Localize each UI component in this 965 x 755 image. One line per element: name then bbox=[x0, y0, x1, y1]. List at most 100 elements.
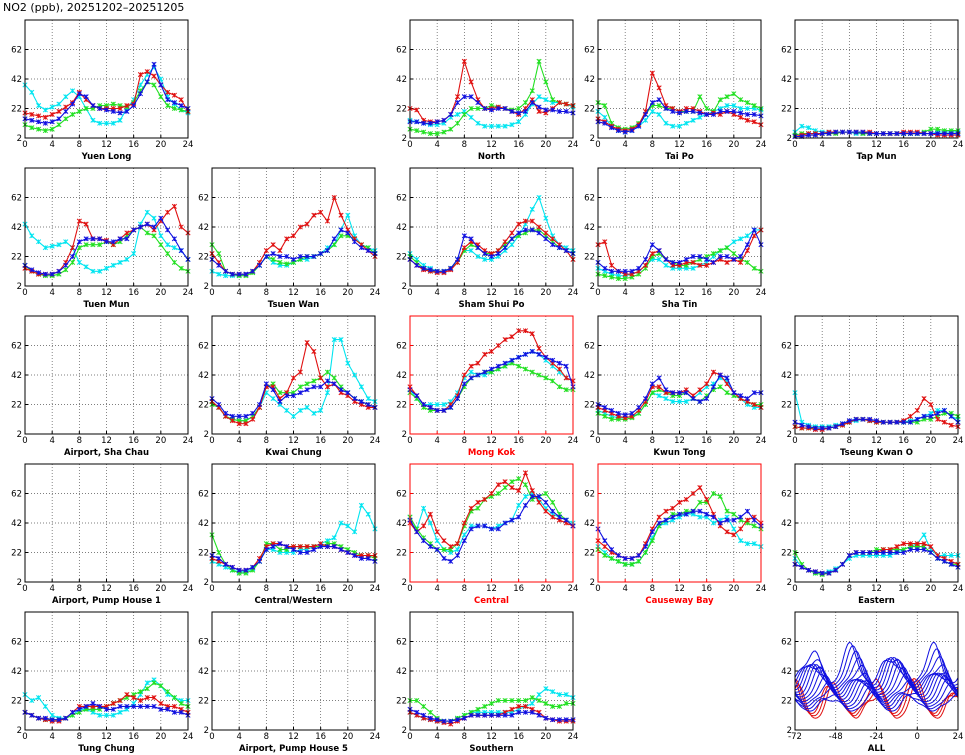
data-point-blue bbox=[131, 102, 137, 109]
data-point-green bbox=[642, 549, 649, 556]
x-tick-label: 4 bbox=[49, 288, 54, 298]
data-point-green bbox=[83, 242, 89, 248]
x-tick-label: 12 bbox=[288, 584, 299, 594]
data-point-cyan bbox=[352, 529, 358, 535]
data-point-cyan bbox=[502, 123, 508, 129]
data-point-cyan bbox=[751, 541, 757, 547]
data-point-cyan bbox=[806, 125, 812, 131]
x-tick-label: 4 bbox=[622, 288, 627, 298]
data-point-blue bbox=[649, 529, 655, 535]
panel-title: Eastern bbox=[858, 596, 895, 606]
data-point-cyan bbox=[290, 413, 297, 419]
data-point-cyan bbox=[97, 120, 103, 126]
data-point-blue bbox=[914, 131, 920, 137]
data-point-cyan bbox=[434, 401, 440, 408]
data-point-green bbox=[516, 105, 522, 112]
data-point-red bbox=[663, 508, 669, 514]
data-point-blue bbox=[751, 227, 757, 233]
x-tick-label: 20 bbox=[155, 584, 166, 594]
data-point-blue bbox=[536, 230, 542, 236]
data-point-blue bbox=[670, 259, 676, 265]
data-point-red bbox=[697, 485, 703, 491]
data-point-blue bbox=[529, 227, 535, 233]
data-point-green bbox=[522, 100, 529, 106]
data-point-blue bbox=[839, 421, 846, 427]
data-point-blue bbox=[124, 703, 130, 709]
x-tick-label: 20 bbox=[540, 732, 551, 742]
data-point-blue bbox=[509, 357, 515, 363]
data-point-cyan bbox=[488, 123, 495, 129]
data-point-blue bbox=[414, 262, 420, 268]
x-tick-label: 20 bbox=[155, 732, 166, 742]
data-point-blue bbox=[602, 120, 608, 126]
x-tick-label: 20 bbox=[540, 436, 551, 446]
y-tick-label: 42 bbox=[198, 371, 209, 381]
x-tick-label: 12 bbox=[871, 140, 882, 150]
data-point-red bbox=[427, 511, 433, 517]
data-point-blue bbox=[744, 111, 750, 117]
data-point-red bbox=[907, 413, 914, 419]
x-tick-label: 24 bbox=[953, 140, 964, 150]
data-point-blue bbox=[880, 131, 886, 137]
y-tick-label: 62 bbox=[11, 342, 22, 352]
data-point-cyan bbox=[131, 250, 137, 257]
x-tick-label: 16 bbox=[128, 140, 139, 150]
data-point-cyan bbox=[744, 541, 750, 547]
data-point-red bbox=[928, 544, 934, 550]
data-point-cyan bbox=[29, 89, 35, 95]
data-point-green bbox=[717, 493, 723, 500]
data-point-blue bbox=[629, 555, 635, 561]
data-point-green bbox=[744, 100, 750, 106]
y-tick-label: 22 bbox=[781, 549, 792, 559]
data-point-blue bbox=[482, 369, 488, 375]
data-point-blue bbox=[482, 250, 488, 257]
data-point-green bbox=[421, 129, 427, 135]
data-point-red bbox=[516, 487, 522, 494]
data-point-blue bbox=[602, 538, 608, 544]
data-point-blue bbox=[670, 390, 676, 396]
data-point-blue bbox=[556, 360, 562, 366]
data-point-red bbox=[475, 360, 481, 366]
data-point-blue bbox=[928, 131, 934, 137]
data-point-blue bbox=[171, 236, 177, 242]
data-point-blue bbox=[516, 709, 522, 715]
data-point-green bbox=[724, 508, 730, 514]
data-point-red bbox=[744, 248, 750, 254]
data-point-blue bbox=[36, 715, 42, 721]
y-tick-label: 2 bbox=[787, 430, 792, 440]
data-point-blue bbox=[738, 253, 744, 260]
data-point-cyan bbox=[676, 123, 683, 129]
data-point-blue bbox=[676, 259, 683, 265]
data-point-blue bbox=[873, 418, 880, 424]
data-point-blue bbox=[90, 102, 96, 109]
aggregate-series-line bbox=[794, 641, 959, 684]
data-point-blue bbox=[250, 410, 256, 416]
x-tick-label: 8 bbox=[847, 436, 852, 446]
data-point-green bbox=[158, 94, 164, 100]
data-point-red bbox=[331, 194, 337, 201]
data-point-blue bbox=[710, 111, 717, 117]
data-point-blue bbox=[277, 541, 283, 547]
data-point-red bbox=[151, 73, 157, 79]
data-point-blue bbox=[324, 378, 331, 384]
data-point-blue bbox=[69, 709, 76, 715]
data-point-blue bbox=[812, 425, 818, 431]
data-point-green bbox=[178, 265, 184, 271]
data-point-cyan bbox=[731, 526, 737, 532]
data-point-blue bbox=[311, 384, 317, 390]
x-tick-label: 8 bbox=[264, 288, 269, 298]
plot-frame bbox=[211, 463, 376, 583]
data-point-blue bbox=[731, 390, 737, 396]
data-point-red bbox=[914, 541, 920, 547]
data-point-blue bbox=[819, 570, 825, 576]
data-point-blue bbox=[324, 544, 331, 550]
data-point-red bbox=[509, 706, 515, 712]
x-tick-label: 16 bbox=[128, 288, 139, 298]
x-tick-label: 8 bbox=[77, 288, 82, 298]
data-point-green bbox=[427, 131, 433, 137]
data-point-red bbox=[165, 209, 171, 215]
data-point-blue bbox=[901, 131, 907, 137]
data-point-blue bbox=[683, 511, 689, 517]
data-point-cyan bbox=[36, 239, 42, 245]
